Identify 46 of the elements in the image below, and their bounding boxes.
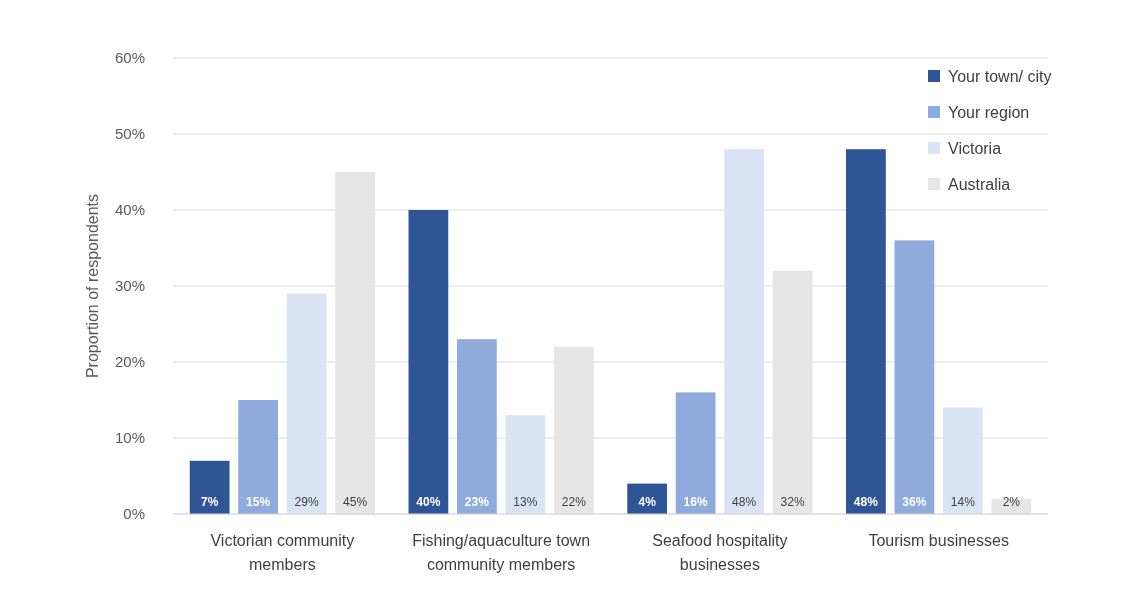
bar (724, 149, 764, 514)
x-tick-label: Tourism businesses (868, 532, 1009, 549)
bar (408, 210, 449, 514)
data-label: 2% (1002, 495, 1021, 509)
y-tick-label: 50% (114, 125, 145, 143)
data-label: 48% (853, 495, 879, 509)
y-axis-title: Proportion of respondents (84, 193, 101, 379)
y-tick-label: 10% (114, 429, 145, 447)
y-tick-label: 0% (123, 505, 145, 523)
legend-label: Your region (948, 103, 1030, 121)
bar (846, 149, 886, 514)
bar (189, 460, 230, 514)
data-label: 4% (638, 495, 657, 509)
data-label: 16% (683, 495, 708, 509)
bar (942, 407, 983, 514)
y-tick-label: 60% (114, 49, 145, 67)
y-tick-label: 30% (114, 277, 145, 295)
data-label: 22% (561, 495, 587, 509)
data-label: 45% (343, 495, 368, 509)
x-tick-label: Victorian community members (210, 532, 355, 573)
data-label: 48% (732, 495, 757, 509)
data-label: 36% (902, 495, 927, 509)
bar (286, 293, 327, 514)
data-label: 40% (416, 495, 441, 509)
x-tick-label: Seafood hospitality businesses (652, 532, 788, 573)
legend-label: Australia (948, 175, 1011, 193)
bar (238, 400, 279, 514)
data-label: 29% (294, 495, 319, 509)
x-tick-label: Fishing/aquaculture town community members (412, 532, 591, 573)
bar (894, 240, 935, 514)
data-label: 32% (780, 495, 805, 509)
data-label: 23% (464, 495, 490, 509)
legend-label: Victoria (948, 139, 1002, 157)
bar (553, 346, 594, 514)
bar (335, 172, 375, 514)
bar (505, 415, 546, 514)
bar (675, 392, 716, 514)
data-label: 15% (246, 495, 271, 509)
y-tick-label: 20% (114, 353, 145, 371)
data-label: 7% (200, 495, 219, 509)
y-tick-label: 40% (114, 201, 145, 219)
data-label: 13% (513, 495, 538, 509)
data-label: 14% (950, 495, 976, 509)
legend-label: Your town/ city (948, 67, 1052, 85)
bar (772, 270, 813, 514)
bar (457, 339, 497, 514)
